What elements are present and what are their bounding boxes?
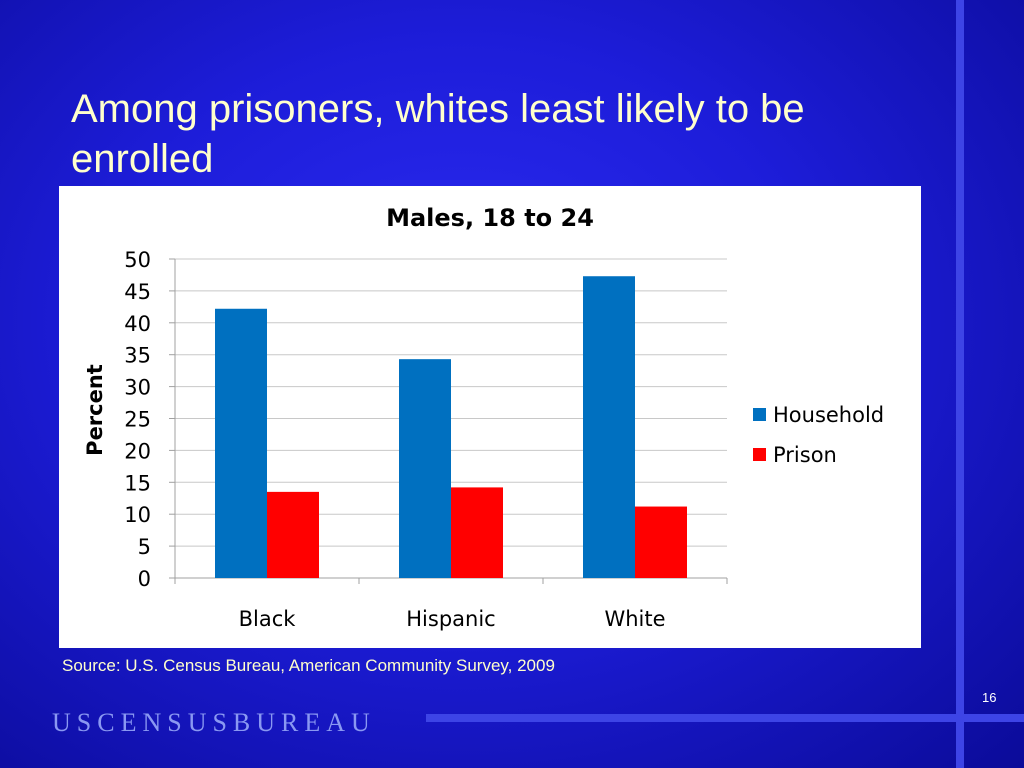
y-tick-label: 15 [124,471,151,495]
y-tick-label: 25 [124,408,151,432]
y-tick-label: 50 [124,248,151,272]
bar-household-black [215,308,267,578]
page-number: 16 [982,690,997,705]
y-tick-label: 0 [138,567,151,591]
bars [215,276,687,578]
census-bureau-wordmark: USCENSUSBUREAU [52,708,376,737]
bar-chart: Males, 18 to 24 Percent 0 5 10 15 20 25 30 35 40… [83,204,884,631]
chart-title: Males, 18 to 24 [386,204,594,232]
slide-title: Among prisoners, whites least likely to … [71,87,805,181]
y-tick-labels: 0 5 10 15 20 25 30 35 40 45 50 [124,248,151,591]
y-axis-label: Percent [83,364,107,456]
legend-swatch-household [753,408,766,421]
x-tick-label: White [604,607,665,631]
bar-household-hispanic [399,359,451,578]
source-note: Source: U.S. Census Bureau, American Com… [62,656,555,675]
y-tick-label: 5 [138,535,151,559]
legend-label-prison: Prison [773,443,837,467]
x-tick-label: Black [239,607,297,631]
y-tick-label: 45 [124,280,151,304]
y-tick-label: 20 [124,439,151,463]
vertical-accent-line [956,0,964,768]
horizontal-accent-line [426,714,1024,722]
x-tick-labels: Black Hispanic White [239,607,666,631]
bar-prison-hispanic [451,487,503,578]
x-tick-label: Hispanic [406,607,495,631]
legend-swatch-prison [753,448,766,461]
bar-prison-white [635,506,687,578]
y-tick-label: 35 [124,344,151,368]
chart-area: Males, 18 to 24 Percent 0 5 10 15 20 25 30 35 40… [59,186,921,648]
bar-household-white [583,276,635,578]
legend-label-household: Household [773,403,884,427]
legend: Household Prison [753,403,884,467]
y-tick-label: 10 [124,503,151,527]
y-tick-label: 40 [124,312,151,336]
y-tick-label: 30 [124,376,151,400]
bar-prison-black [267,491,319,578]
